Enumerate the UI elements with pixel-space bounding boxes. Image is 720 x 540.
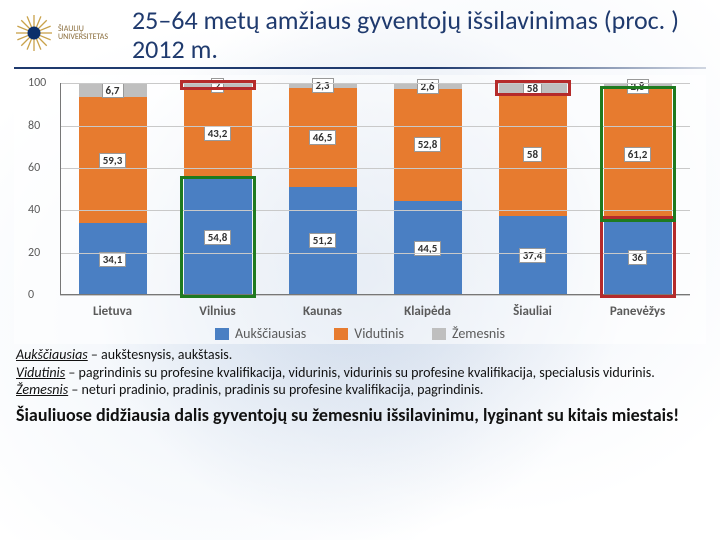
segment-auksciausias: 54,8: [184, 179, 252, 295]
bar-kaunas: 51,246,52,3: [289, 83, 357, 295]
y-tick-label: 100: [28, 76, 46, 90]
segment-vidutinis: 61,2: [604, 89, 672, 219]
value-label: 2,3: [312, 78, 334, 93]
value-label: 6,7: [102, 83, 124, 98]
y-tick-label: 60: [28, 161, 40, 175]
segment-auksciausias: 36: [604, 219, 672, 295]
segment-zemesnis: 58: [499, 83, 567, 93]
plot-area: 34,159,36,754,843,2251,246,52,344,552,82…: [60, 83, 690, 295]
segment-auksciausias: 44,5: [394, 201, 462, 295]
y-tick-label: 80: [28, 119, 40, 133]
gridline: [60, 210, 690, 211]
bars-group: 34,159,36,754,843,2251,246,52,344,552,82…: [60, 83, 690, 295]
legend-label: Vidutinis: [354, 325, 404, 342]
x-label: Vilnius: [175, 304, 261, 319]
bar-lietuva: 34,1 59,3 6,7: [79, 83, 147, 295]
chart-container: 34,1 59,3 6,7 54,8 43,2 2 51,2 46,5 2,3 44,5 52,8 2…: [14, 75, 706, 344]
gridline: [60, 168, 690, 169]
legend-item-zemesnis: Žemesnis: [432, 325, 505, 342]
legend-label: Aukščiausias: [235, 325, 306, 342]
x-label: Šiauliai: [490, 304, 576, 319]
value-label: 2,6: [417, 79, 439, 94]
value-label: 43,2: [204, 126, 232, 141]
y-tick-label: 40: [28, 203, 40, 217]
note-line: Aukščiausias – aukštesnysis, aukštasis.: [16, 346, 704, 364]
value-label: 61,2: [624, 147, 652, 162]
chart-legend: Aukščiausias Vidutinis Žemesnis: [24, 319, 696, 344]
legend-item-vidutinis: Vidutinis: [334, 325, 404, 342]
value-label: 36: [628, 250, 647, 265]
segment-vidutinis: 59,3: [79, 97, 147, 223]
legend-swatch: [334, 328, 348, 340]
segment-zemesnis: 6,7: [79, 83, 147, 97]
sun-star-icon: [14, 13, 54, 53]
bar-vilnius: 54,843,22: [184, 83, 252, 295]
university-logo: ŠIAULIŲ UNIVERSITETAS: [14, 6, 124, 60]
x-label: Kaunas: [280, 304, 366, 319]
value-label: 51,2: [309, 233, 337, 248]
stacked-bar-chart: 34,1 59,3 6,7 54,8 43,2 2 51,2 46,5 2,3 44,5 52,8 2…: [24, 79, 696, 319]
page-title: 25–64 metų amžiaus gyventojų išsilavinim…: [132, 6, 706, 63]
legend-swatch: [215, 328, 229, 340]
title-underline: [14, 67, 706, 69]
segment-vidutinis: 43,2: [184, 87, 252, 179]
value-label: 2,8: [627, 79, 649, 94]
value-label: 46,5: [309, 130, 337, 145]
x-label: Lietuva: [70, 304, 156, 319]
segment-auksciausias: 51,2: [289, 187, 357, 296]
y-tick-label: 20: [28, 246, 40, 260]
value-label: 59,3: [99, 153, 127, 168]
segment-auksciausias: 34,1: [79, 223, 147, 295]
y-tick-label: 0: [28, 288, 34, 302]
segment-auksciausias: 37,4: [499, 216, 567, 295]
bar-šiauliai: 37,4 58 58: [499, 83, 567, 295]
logo-line-2: UNIVERSITETAS: [58, 33, 108, 41]
note-term: Vidutinis: [16, 364, 65, 381]
legend-notes: Aukščiausias – aukštesnysis, aukštasis.V…: [14, 344, 706, 405]
segment-vidutinis: 58: [499, 93, 567, 216]
legend-item-auksciausias: Aukščiausias: [215, 325, 306, 342]
segment-vidutinis: 46,5: [289, 88, 357, 187]
value-label: 52,8: [414, 137, 442, 152]
legend-swatch: [432, 328, 446, 340]
note-text: – aukštesnysis, aukštasis.: [88, 346, 233, 363]
x-label: Panevėžys: [595, 304, 681, 319]
segment-zemesnis: 2,6: [394, 83, 462, 89]
note-term: Žemesnis: [16, 381, 68, 398]
value-label: 2: [211, 78, 225, 93]
note-line: Žemesnis – neturi pradinio, pradinis, pr…: [16, 381, 704, 399]
value-label: 37,4: [519, 248, 547, 263]
logo-text: ŠIAULIŲ UNIVERSITETAS: [58, 25, 108, 41]
value-label: 54,8: [204, 230, 232, 245]
x-label: Klaipėda: [385, 304, 471, 319]
note-term: Aukščiausias: [16, 346, 88, 363]
conclusion-text: Šiauliuose didžiausia dalis gyventojų su…: [14, 405, 706, 427]
note-text: – neturi pradinio, pradinis, pradinis su…: [68, 381, 483, 398]
value-label: 58: [523, 147, 542, 162]
gridline: [60, 253, 690, 254]
value-label: 34,1: [99, 252, 127, 267]
note-text: – pagrindinis su profesine kvalifikacija…: [65, 364, 655, 381]
segment-vidutinis: 52,8: [394, 89, 462, 201]
gridline: [60, 295, 690, 296]
bar-klaipėda: 44,5 52,8 2,6: [394, 83, 462, 295]
note-line: Vidutinis – pagrindinis su profesine kva…: [16, 364, 704, 382]
legend-label: Žemesnis: [452, 325, 505, 342]
gridline: [60, 126, 690, 127]
bar-panevėžys: 3661,22,8: [604, 83, 672, 295]
title-row: ŠIAULIŲ UNIVERSITETAS 25–64 metų amžiaus…: [14, 6, 706, 63]
gridline: [60, 83, 690, 84]
x-axis-labels: Lietuva Vilnius Kaunas Klaipėda Šiauliai Pane…: [60, 304, 690, 319]
